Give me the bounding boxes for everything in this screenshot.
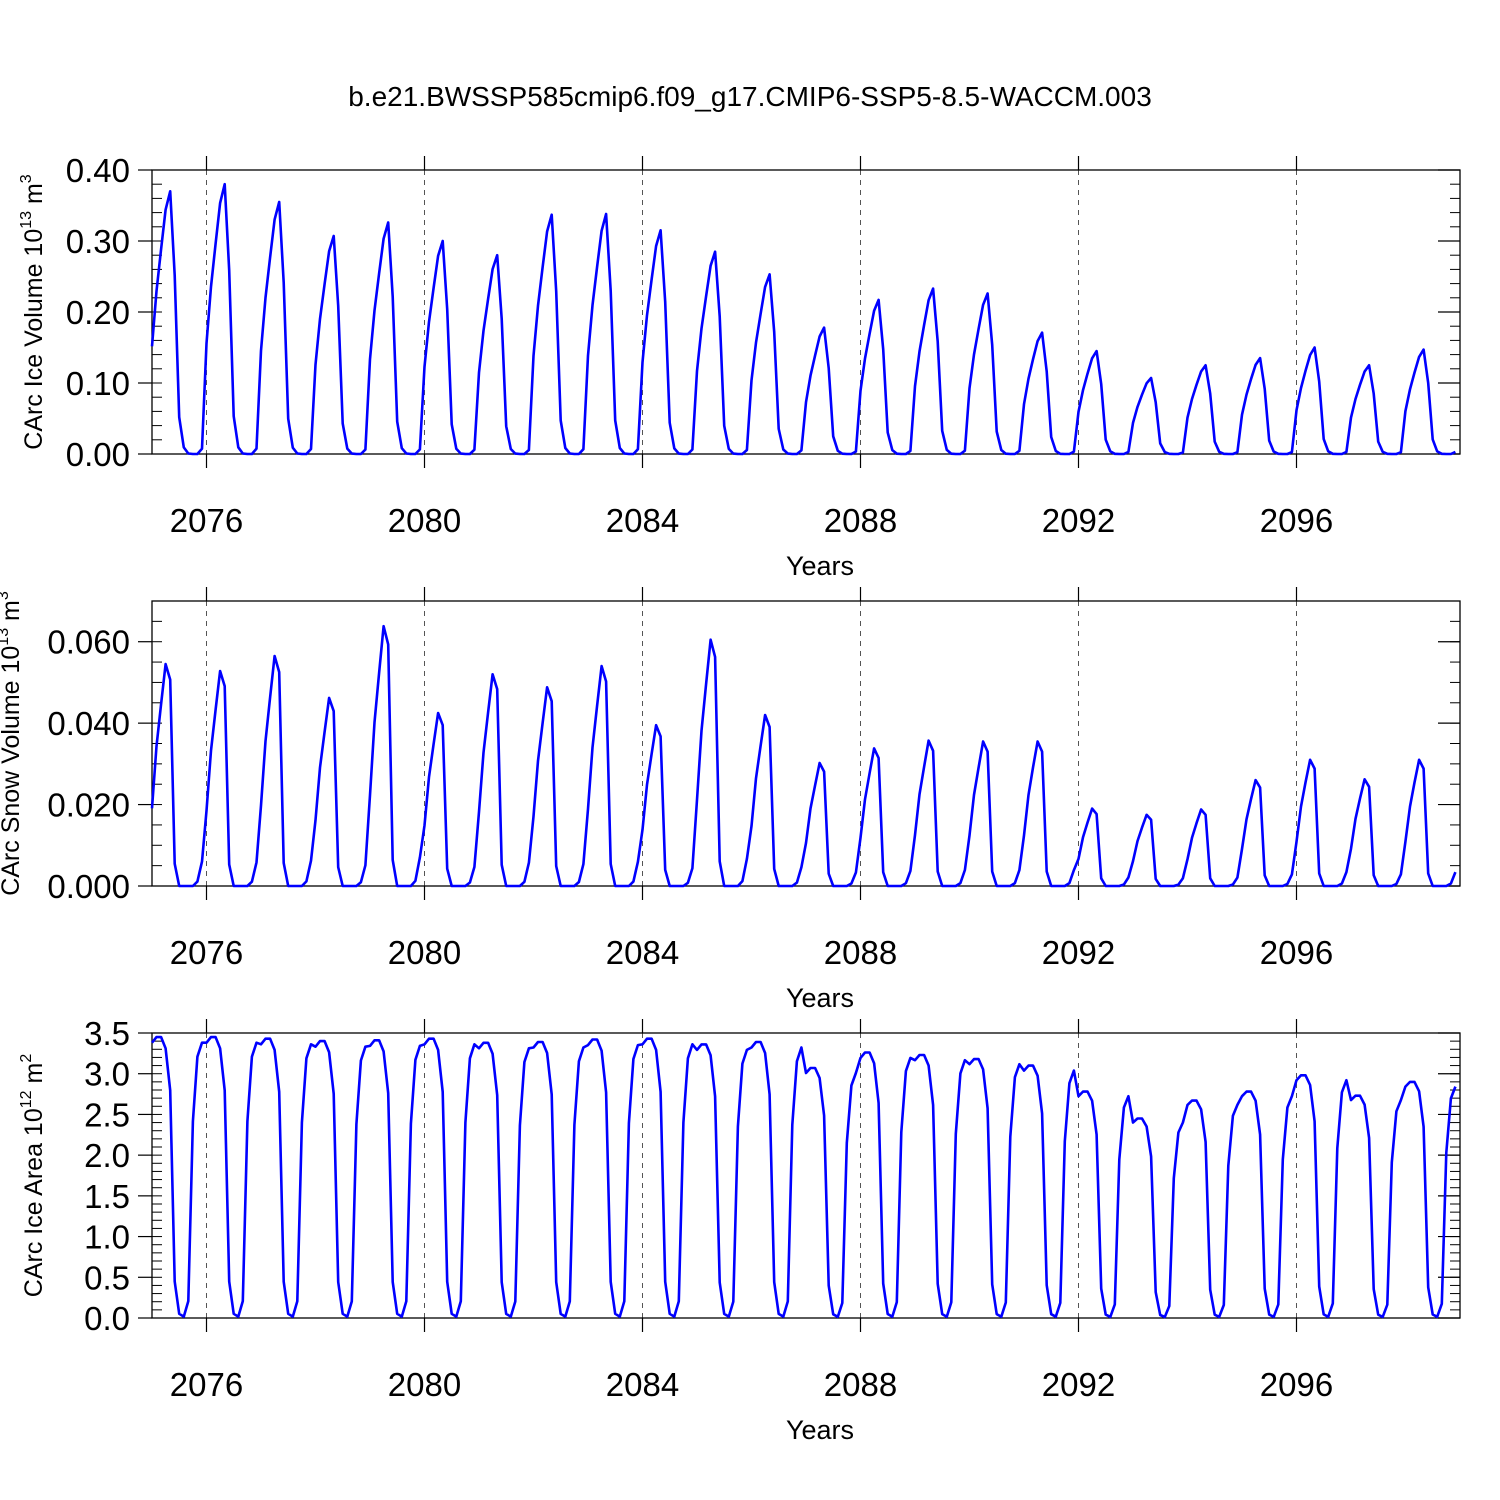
y-axis-label: CArc Snow Volume 1013 m3 [0, 591, 25, 896]
y-tick-label: 0.0 [84, 1300, 130, 1337]
y-tick-label: 0.000 [47, 868, 130, 905]
y-axis-label: CArc Ice Area 1012 m2 [18, 1054, 48, 1298]
x-tick-label: 2088 [824, 502, 897, 539]
y-tick-label: 3.0 [84, 1056, 130, 1093]
y-tick-label: 0.040 [47, 705, 130, 742]
y-tick-label: 0.20 [66, 294, 130, 331]
x-tick-label: 2088 [824, 934, 897, 971]
x-tick-label: 2088 [824, 1366, 897, 1403]
ice-volume-panel: 0.00 0.10 0.20 0.30 0.40 2076 2080 2084 2088 2092… [18, 152, 1461, 581]
y-axis-label: CArc Ice Volume 1013 m3 [18, 174, 48, 450]
snow-volume-panel: 0.000 0.020 0.040 0.060 2076 2080 2084 2088 2092… [0, 587, 1461, 1013]
x-tick-label: 2076 [170, 502, 243, 539]
plot-frame [151, 169, 1461, 455]
x-axis-label: Years [786, 551, 854, 581]
y-tick-label: 0.30 [66, 223, 130, 260]
y-tick-label: 1.5 [84, 1178, 130, 1215]
snow-volume-series-line [150, 624, 1457, 888]
y-tick-label: 0.020 [47, 787, 130, 824]
y-tick-label: 2.0 [84, 1137, 130, 1174]
x-tick-label: 2092 [1042, 502, 1115, 539]
x-tick-label: 2084 [606, 934, 679, 971]
x-tick-label: 2092 [1042, 934, 1115, 971]
chart-title: b.e21.BWSSP585cmip6.f09_g17.CMIP6-SSP5-8… [348, 81, 1152, 112]
plot-frame [151, 1032, 1461, 1319]
ice-area-panel: 0.0 0.51.0 1.5 2.0 2.53.0 3.5 2076 2080 2084 2088… [18, 1015, 1461, 1445]
y-tick-label: 0.40 [66, 152, 130, 189]
y-tick-label: 0.10 [66, 365, 130, 402]
x-tick-label: 2084 [606, 1366, 679, 1403]
x-tick-label: 2096 [1260, 1366, 1333, 1403]
y-tick-label: 0.00 [66, 436, 130, 473]
x-tick-label: 2080 [388, 502, 461, 539]
y-tick-label: 0.5 [84, 1259, 130, 1296]
y-tick-label: 3.5 [84, 1015, 130, 1052]
x-tick-label: 2080 [388, 934, 461, 971]
x-tick-label: 2096 [1260, 934, 1333, 971]
y-tick-label: 0.060 [47, 624, 130, 661]
x-tick-label: 2092 [1042, 1366, 1115, 1403]
x-axis-label: Years [786, 1415, 854, 1445]
ice-volume-series-line [150, 182, 1456, 456]
x-axis-label: Years [786, 983, 854, 1013]
y-tick-label: 1.0 [84, 1219, 130, 1256]
x-tick-label: 2096 [1260, 502, 1333, 539]
y-tick-label: 2.5 [84, 1096, 130, 1133]
x-tick-label: 2076 [170, 1366, 243, 1403]
ice-area-series-line [150, 1035, 1457, 1319]
x-tick-label: 2076 [170, 934, 243, 971]
x-tick-label: 2080 [388, 1366, 461, 1403]
plot-frame [151, 600, 1461, 887]
x-tick-label: 2084 [606, 502, 679, 539]
